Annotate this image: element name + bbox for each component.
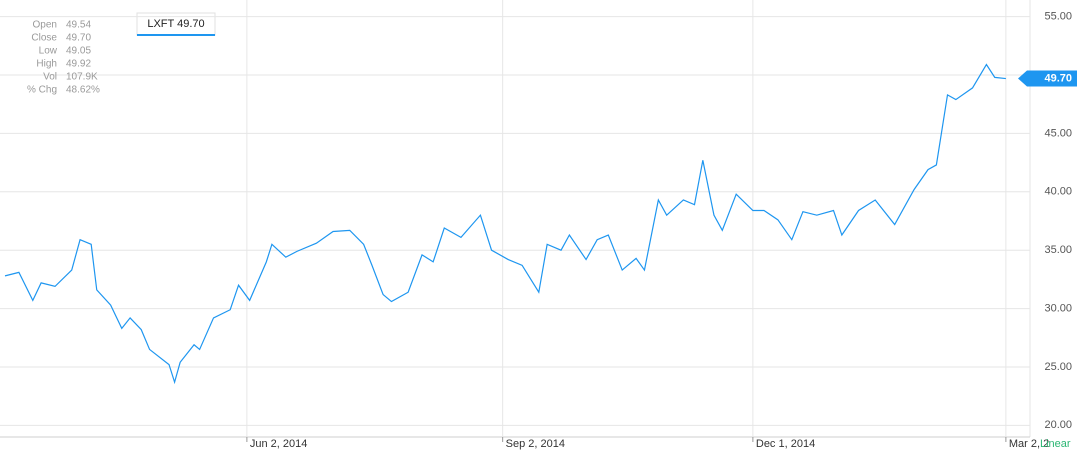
price-flag <box>1018 70 1077 87</box>
x-tick-label: Mar 2, 2 <box>1009 438 1049 450</box>
quote-label: Close <box>31 33 57 44</box>
y-tick-label: 45.00 <box>1044 127 1072 139</box>
y-tick-label: 20.00 <box>1044 419 1072 431</box>
quote-label: % Chg <box>27 85 57 96</box>
quote-value: 49.70 <box>66 33 91 44</box>
quote-label: Open <box>33 20 57 31</box>
legend-value: 49.70 <box>177 18 205 30</box>
legend-name: LXFT <box>147 18 174 30</box>
y-tick-label: 30.00 <box>1044 302 1072 314</box>
quote-value: 49.05 <box>66 46 91 57</box>
y-tick-label: 35.00 <box>1044 244 1072 256</box>
quote-label: High <box>36 59 57 70</box>
y-tick-label: 25.00 <box>1044 361 1072 373</box>
y-tick-label: 40.00 <box>1044 186 1072 198</box>
quote-value: 107.9K <box>66 72 98 83</box>
quote-value: 48.62% <box>66 85 100 96</box>
quote-label: Low <box>39 46 58 57</box>
legend-label: LXFT 49.70 <box>147 18 204 30</box>
x-tick-label: Jun 2, 2014 <box>250 438 308 450</box>
price-line <box>4 63 1006 385</box>
price-flag-label: 49.70 <box>1044 72 1072 84</box>
x-tick-label: Sep 2, 2014 <box>506 438 565 450</box>
y-tick-label: 55.00 <box>1044 11 1072 23</box>
quote-value: 49.92 <box>66 59 91 70</box>
quote-label: Vol <box>43 72 57 83</box>
quote-value: 49.54 <box>66 20 91 31</box>
x-tick-label: Dec 1, 2014 <box>756 438 815 450</box>
scale-label: Linear <box>1040 438 1071 450</box>
